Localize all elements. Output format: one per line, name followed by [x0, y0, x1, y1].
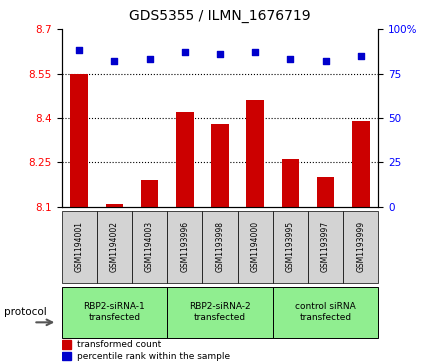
- Point: [76, 48, 83, 53]
- Bar: [141, 180, 158, 207]
- Bar: [282, 159, 299, 207]
- FancyBboxPatch shape: [202, 211, 238, 283]
- Text: GSM1193995: GSM1193995: [286, 221, 295, 272]
- Point: [111, 58, 118, 64]
- Point: [357, 53, 364, 58]
- Point: [181, 49, 188, 55]
- FancyBboxPatch shape: [62, 287, 167, 338]
- FancyBboxPatch shape: [273, 287, 378, 338]
- FancyBboxPatch shape: [238, 211, 273, 283]
- Text: RBP2-siRNA-2
transfected: RBP2-siRNA-2 transfected: [189, 302, 251, 322]
- Bar: [62, 351, 71, 360]
- Text: GSM1193998: GSM1193998: [216, 221, 224, 272]
- FancyBboxPatch shape: [343, 211, 378, 283]
- Point: [146, 56, 153, 62]
- Bar: [62, 340, 71, 349]
- Point: [252, 49, 259, 55]
- FancyBboxPatch shape: [273, 211, 308, 283]
- Text: GSM1193996: GSM1193996: [180, 221, 189, 272]
- Text: GSM1194001: GSM1194001: [75, 221, 84, 272]
- Text: GDS5355 / ILMN_1676719: GDS5355 / ILMN_1676719: [129, 9, 311, 23]
- FancyBboxPatch shape: [308, 211, 343, 283]
- FancyBboxPatch shape: [97, 211, 132, 283]
- FancyBboxPatch shape: [132, 211, 167, 283]
- Bar: [106, 204, 123, 207]
- Text: GSM1193997: GSM1193997: [321, 221, 330, 272]
- Text: percentile rank within the sample: percentile rank within the sample: [77, 352, 231, 360]
- Bar: [317, 177, 334, 207]
- Bar: [246, 100, 264, 207]
- FancyBboxPatch shape: [62, 211, 97, 283]
- Bar: [176, 112, 194, 207]
- FancyBboxPatch shape: [167, 211, 202, 283]
- Text: protocol: protocol: [4, 307, 47, 317]
- Text: GSM1193999: GSM1193999: [356, 221, 365, 272]
- FancyBboxPatch shape: [167, 287, 273, 338]
- Bar: [211, 124, 229, 207]
- Point: [216, 51, 224, 57]
- Text: RBP2-siRNA-1
transfected: RBP2-siRNA-1 transfected: [84, 302, 145, 322]
- Text: control siRNA
transfected: control siRNA transfected: [295, 302, 356, 322]
- Text: transformed count: transformed count: [77, 340, 161, 349]
- Point: [322, 58, 329, 64]
- Bar: [352, 121, 370, 207]
- Text: GSM1194002: GSM1194002: [110, 221, 119, 272]
- Point: [287, 56, 294, 62]
- Text: GSM1194000: GSM1194000: [251, 221, 260, 272]
- Text: GSM1194003: GSM1194003: [145, 221, 154, 272]
- Bar: [70, 73, 88, 207]
